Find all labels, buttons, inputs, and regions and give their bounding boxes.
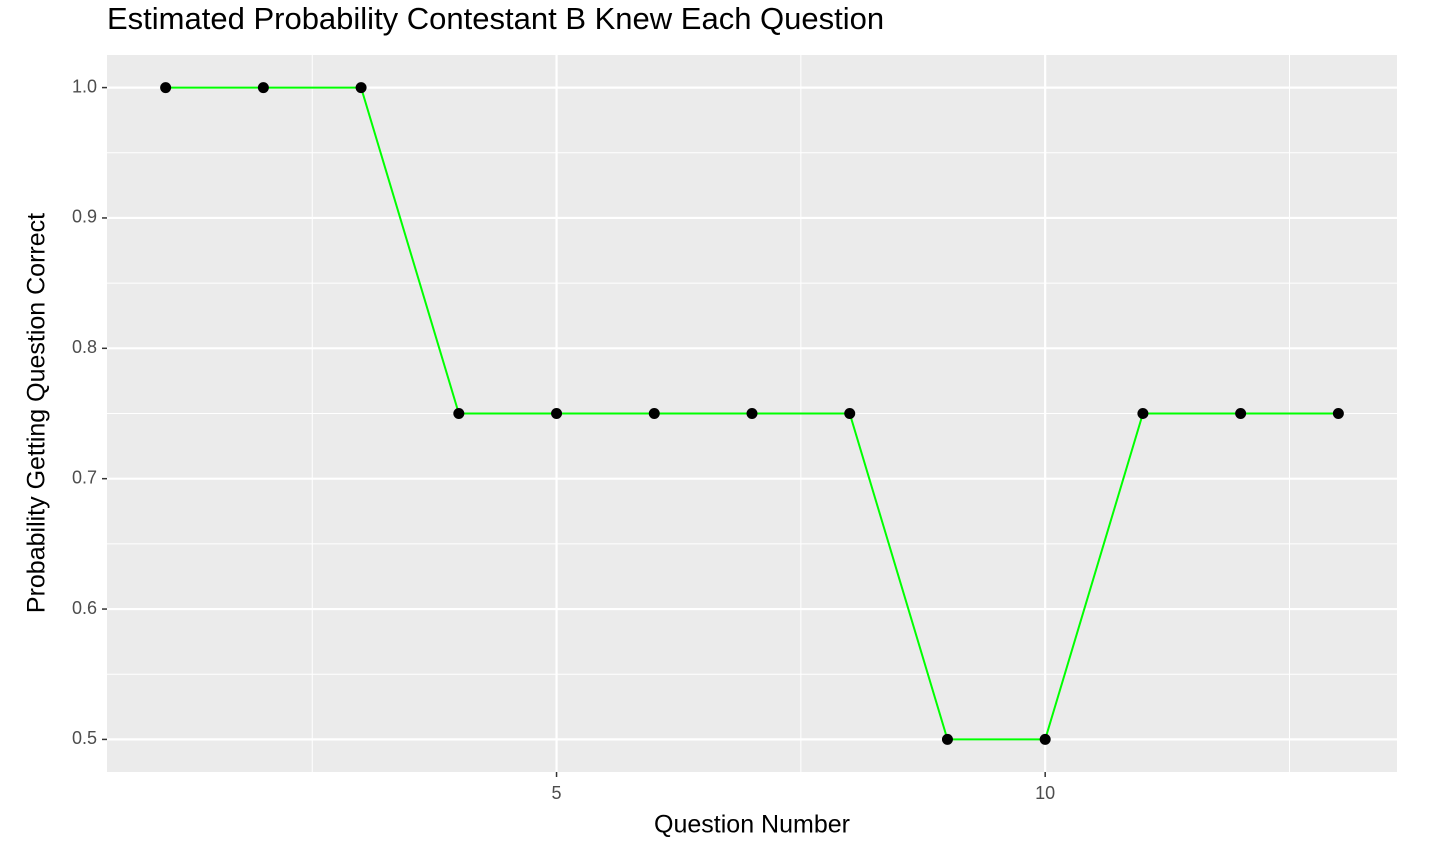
x-tick-label: 5	[552, 783, 562, 803]
x-axis-title: Question Number	[654, 811, 850, 839]
y-tick-label: 1.0	[72, 76, 97, 96]
y-axis-title: Probability Getting Question Correct	[23, 213, 51, 613]
point	[257, 82, 269, 94]
point	[1039, 733, 1051, 745]
y-tick-label: 0.6	[72, 598, 97, 618]
point	[941, 733, 953, 745]
point	[844, 408, 856, 419]
y-tick-label: 0.5	[72, 728, 97, 748]
point	[551, 408, 563, 419]
point	[648, 408, 660, 419]
point	[160, 82, 172, 94]
x-tick-label: 10	[1035, 783, 1055, 803]
point	[453, 408, 465, 419]
point	[746, 408, 758, 419]
y-tick-label: 0.7	[72, 467, 97, 487]
chart-title: Estimated Probability Contestant B Knew …	[107, 1, 884, 36]
y-tick-label: 0.8	[72, 337, 97, 357]
point	[355, 82, 367, 94]
point	[1332, 408, 1344, 419]
point	[1235, 408, 1247, 419]
point	[1137, 408, 1149, 419]
y-tick-label: 0.9	[72, 207, 97, 227]
